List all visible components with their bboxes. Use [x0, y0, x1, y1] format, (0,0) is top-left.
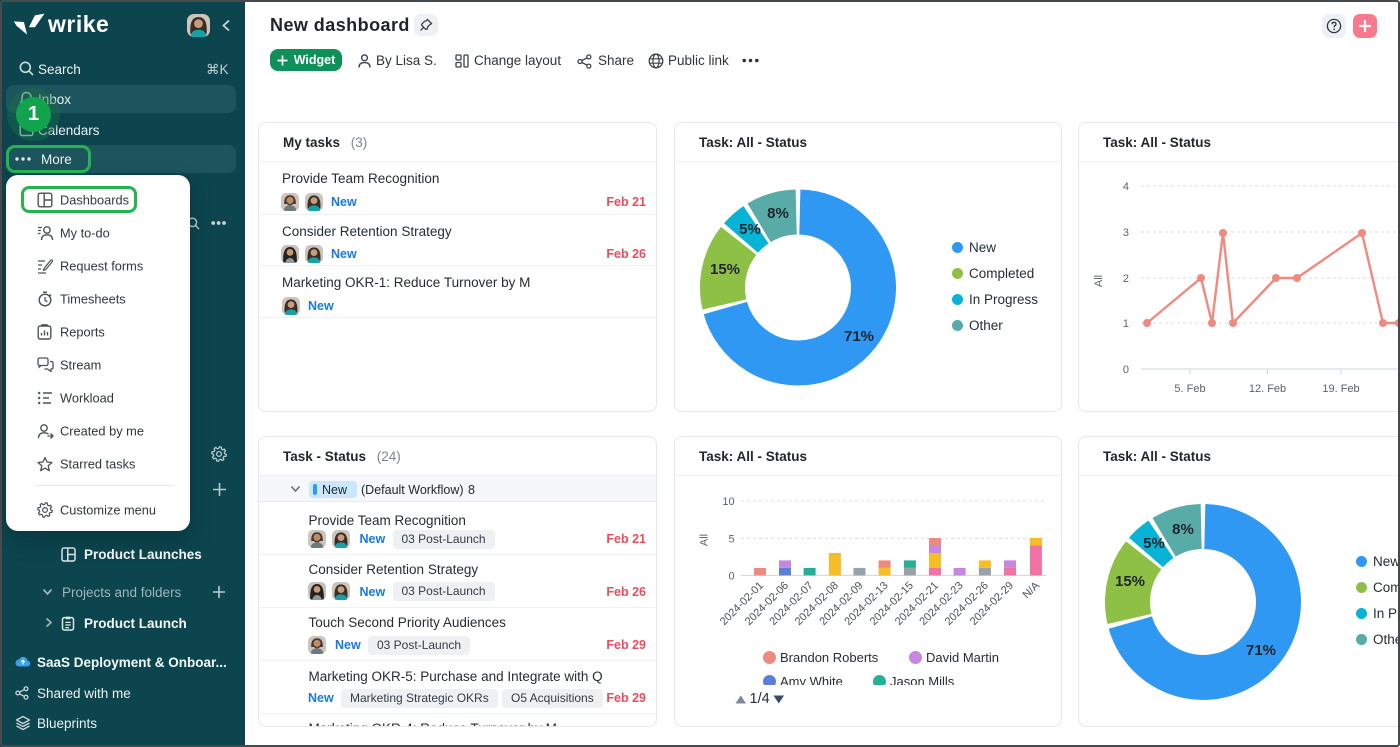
svg-text:3: 3 [1123, 227, 1129, 239]
svg-text:4: 4 [1123, 181, 1129, 193]
svg-text:1: 1 [1123, 318, 1129, 330]
svg-text:0: 0 [728, 570, 734, 582]
svg-text:5: 5 [728, 533, 734, 545]
svg-text:N/A: N/A [1021, 579, 1043, 601]
svg-text:19. Feb: 19. Feb [1322, 383, 1359, 395]
svg-text:0: 0 [1123, 364, 1129, 376]
svg-text:All: All [699, 534, 711, 546]
svg-text:10: 10 [722, 496, 734, 508]
svg-text:5. Feb: 5. Feb [1174, 383, 1205, 395]
svg-text:2: 2 [1123, 273, 1129, 285]
svg-text:All: All [1093, 275, 1105, 287]
svg-text:12. Feb: 12. Feb [1249, 383, 1286, 395]
